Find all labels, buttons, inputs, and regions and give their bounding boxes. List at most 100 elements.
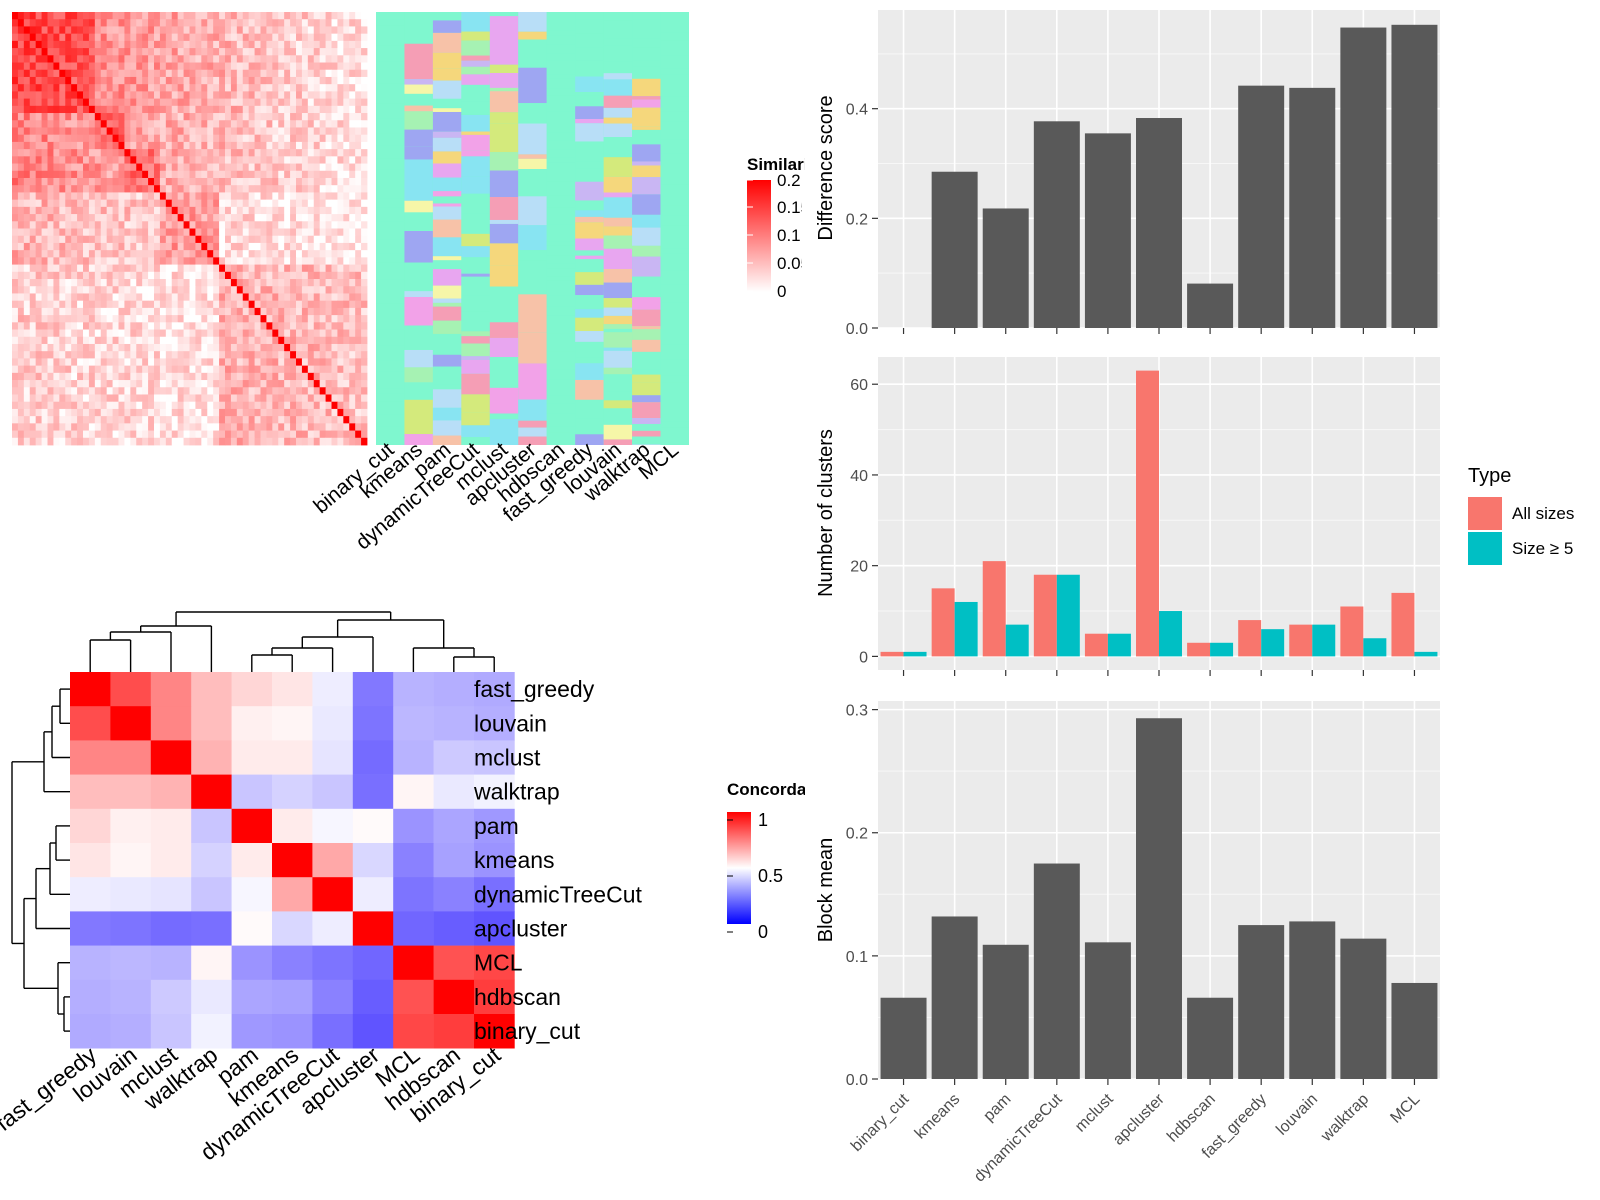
similarity-cell — [296, 430, 303, 439]
similarity-cell — [165, 199, 173, 208]
similarity-cell — [225, 286, 232, 294]
similarity-cell — [355, 221, 362, 229]
similarity-cell — [148, 19, 155, 27]
similarity-cell — [355, 271, 362, 280]
similarity-cell — [154, 416, 161, 424]
similarity-cell — [242, 199, 250, 208]
similarity-cell — [159, 177, 167, 186]
similarity-cell — [337, 271, 344, 280]
similarity-cell — [83, 199, 90, 208]
similarity-cell — [219, 329, 226, 338]
similarity-cell — [124, 55, 131, 63]
concordance-cell — [231, 979, 273, 1015]
similarity-cell — [331, 257, 338, 265]
class-segment — [432, 302, 462, 307]
similarity-cell — [254, 380, 261, 388]
class-segment — [376, 83, 405, 104]
similarity-cell — [23, 365, 31, 374]
similarity-cell — [236, 343, 244, 352]
similarity-cell — [230, 343, 238, 352]
class-segment — [432, 420, 462, 436]
similarity-cell — [112, 315, 119, 323]
similarity-cell — [254, 250, 261, 258]
similarity-cell — [236, 120, 244, 128]
similarity-cell — [142, 113, 149, 121]
similarity-cell — [337, 214, 344, 222]
concordance-cell — [272, 945, 313, 981]
similarity-cell — [112, 40, 119, 49]
similarity-cell — [165, 206, 173, 215]
similarity-cell — [296, 358, 303, 367]
similarity-cell — [331, 358, 338, 367]
similarity-cell — [219, 408, 226, 417]
similarity-cell — [17, 242, 25, 251]
similarity-cell — [77, 33, 84, 42]
similarity-cell — [361, 351, 368, 359]
class-segment — [376, 185, 405, 199]
similarity-cell — [165, 26, 173, 35]
similarity-cell — [319, 380, 326, 388]
similarity-cell — [213, 430, 220, 439]
similarity-cell — [301, 163, 309, 172]
similarity-cell — [47, 156, 54, 164]
bar — [931, 171, 978, 328]
similarity-cell — [195, 156, 202, 164]
similarity-cell — [219, 33, 226, 42]
similarity-cell — [296, 250, 303, 258]
similarity-cell — [230, 19, 238, 27]
class-segment — [632, 245, 661, 257]
similarity-cell — [343, 163, 350, 172]
similarity-cell — [177, 141, 184, 150]
similarity-cell — [319, 394, 326, 403]
similarity-cell — [88, 380, 96, 388]
similarity-cell — [319, 26, 326, 35]
class-segment — [489, 413, 519, 420]
similarity-cell — [254, 19, 261, 27]
class-segment — [461, 84, 490, 102]
similarity-cell — [213, 307, 220, 316]
class-segment — [432, 260, 462, 270]
concordance-cell — [474, 706, 515, 741]
similarity-cell — [266, 55, 273, 63]
similarity-cell — [225, 177, 232, 186]
class-segment — [404, 93, 433, 106]
similarity-cell — [189, 163, 196, 172]
similarity-cell — [29, 279, 37, 287]
similarity-cell — [225, 134, 232, 143]
similarity-cell — [124, 271, 131, 280]
similarity-cell — [307, 228, 315, 237]
similarity-cell — [219, 380, 226, 388]
similarity-cell — [355, 380, 362, 388]
similarity-cell — [301, 134, 309, 143]
similarity-cell — [337, 307, 344, 316]
similarity-cell — [177, 401, 184, 410]
class-segment — [432, 111, 462, 132]
similarity-cell — [284, 279, 291, 287]
similarity-cell — [242, 192, 250, 201]
similarity-cell — [266, 300, 273, 309]
similarity-cell — [207, 329, 214, 338]
similarity-cell — [154, 76, 161, 85]
similarity-cell — [118, 163, 125, 172]
similarity-cell — [106, 279, 113, 287]
similarity-cell — [154, 134, 161, 143]
similarity-cell — [254, 423, 261, 431]
similarity-cell — [154, 12, 161, 20]
similarity-cell — [142, 336, 149, 345]
similarity-cell — [142, 430, 149, 439]
bar — [1289, 87, 1336, 328]
similarity-cell — [230, 336, 238, 345]
similarity-cell — [207, 177, 214, 186]
similarity-cell — [307, 141, 315, 150]
similarity-cell — [23, 437, 31, 446]
similarity-cell — [313, 322, 321, 330]
similarity-cell — [65, 271, 72, 280]
similarity-cell — [12, 228, 19, 237]
class-segment — [603, 38, 633, 46]
similarity-cell — [248, 199, 255, 208]
similarity-cell — [23, 55, 31, 63]
similarity-cell — [53, 221, 60, 229]
similarity-cell — [136, 394, 143, 403]
class-segment — [489, 322, 519, 338]
similarity-cell — [130, 351, 137, 359]
